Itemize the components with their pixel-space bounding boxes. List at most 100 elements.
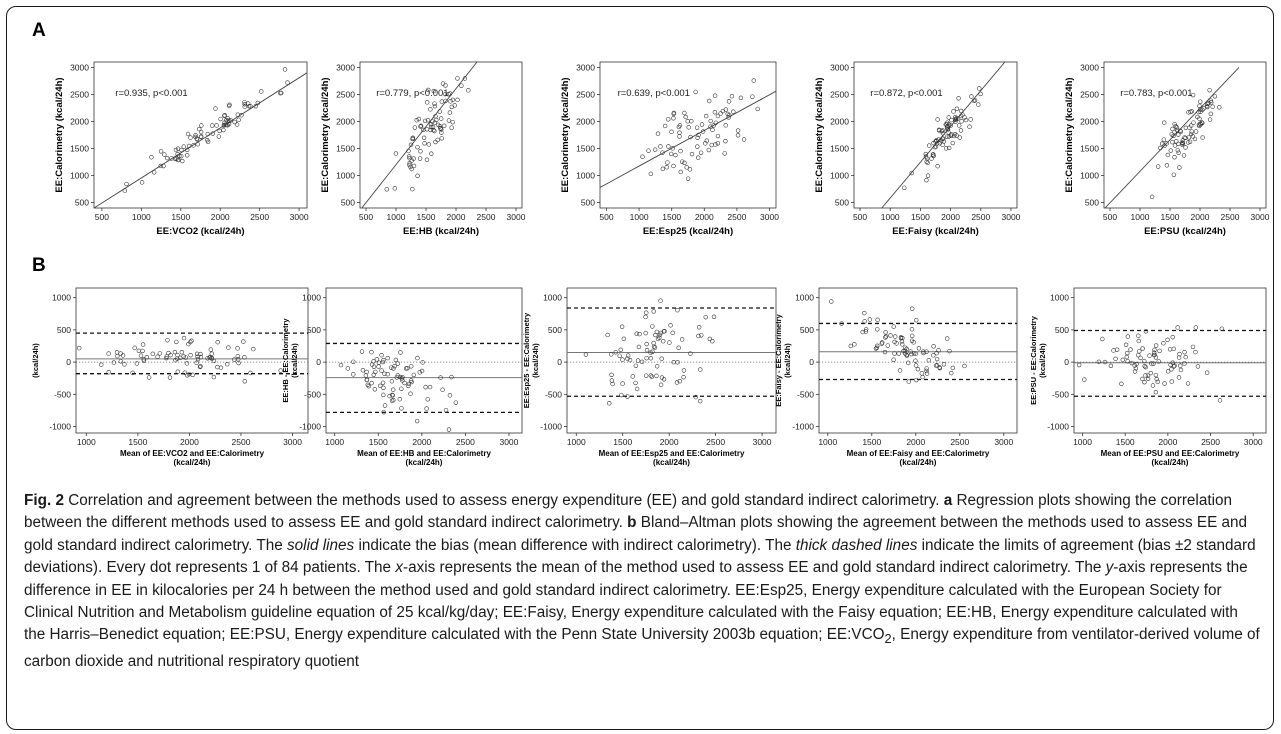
data-point — [654, 364, 660, 369]
data-point — [711, 123, 716, 128]
data-point — [242, 379, 247, 384]
data-point — [188, 339, 193, 345]
data-point — [652, 345, 658, 350]
data-point — [718, 111, 723, 116]
plot-area — [599, 61, 777, 209]
data-point — [416, 116, 422, 122]
data-point — [1155, 379, 1160, 385]
data-point — [1193, 325, 1199, 330]
data-point — [427, 384, 433, 390]
data-point — [710, 338, 715, 344]
data-point — [648, 171, 654, 177]
data-point — [1180, 140, 1185, 145]
data-point — [951, 109, 956, 114]
data-point — [1155, 164, 1161, 169]
data-point — [883, 330, 888, 335]
data-point — [931, 152, 936, 157]
data-point — [967, 124, 972, 129]
data-point — [751, 78, 756, 83]
data-point — [179, 153, 184, 159]
data-point — [1174, 139, 1179, 144]
data-point — [633, 363, 639, 368]
x-tick-label: 1500 — [369, 437, 388, 447]
data-point — [946, 134, 952, 139]
data-point — [447, 393, 453, 398]
data-point — [255, 100, 261, 106]
data-point — [953, 117, 959, 122]
data-point — [1102, 359, 1108, 365]
data-point — [150, 351, 155, 357]
y-tick-label: 2000 — [830, 116, 849, 126]
y-tick-label: 2500 — [1080, 89, 1099, 99]
y-tick-label: 500 — [307, 325, 321, 335]
x-tick-label: 500 — [853, 212, 867, 222]
data-point — [438, 126, 443, 131]
data-point — [652, 147, 658, 152]
data-point — [924, 371, 930, 376]
y-tick-label: 1500 — [830, 144, 849, 154]
data-point — [913, 363, 919, 368]
data-point — [1204, 370, 1210, 375]
x-tick-label: 2000 — [941, 212, 960, 222]
data-point — [1153, 343, 1159, 348]
data-point — [709, 142, 714, 148]
y-tick-label: -500 — [54, 389, 71, 399]
data-point — [259, 89, 264, 94]
data-point — [430, 124, 436, 130]
data-point — [923, 151, 928, 157]
data-point — [380, 380, 386, 385]
data-point — [1206, 101, 1211, 106]
data-point — [120, 353, 126, 358]
data-point — [179, 349, 185, 355]
caption-dashed-lines: thick dashed lines — [795, 536, 918, 554]
data-point — [205, 356, 210, 361]
data-point — [424, 157, 430, 162]
data-point — [894, 341, 899, 346]
y-axis-label-unit: (kcal/24h) — [783, 343, 792, 378]
y-tick-label: 1000 — [1050, 293, 1069, 303]
data-point — [118, 351, 123, 356]
data-point — [242, 104, 247, 109]
data-point — [1176, 355, 1182, 360]
data-point — [164, 356, 169, 361]
data-point — [951, 133, 957, 139]
x-tick-label: 3000 — [499, 437, 518, 447]
data-point — [1176, 150, 1181, 155]
data-point — [659, 375, 665, 380]
data-point — [106, 370, 111, 375]
data-point — [927, 143, 932, 148]
data-point — [236, 360, 241, 366]
data-point — [392, 186, 398, 191]
x-tick-label: 1500 — [1161, 212, 1180, 222]
data-point — [949, 133, 954, 138]
data-point — [1193, 129, 1199, 134]
data-point — [852, 342, 857, 347]
data-point — [715, 133, 721, 139]
data-point — [132, 345, 137, 351]
data-point — [957, 123, 962, 128]
data-point — [369, 380, 374, 386]
y-tick-label: 1000 — [830, 171, 849, 181]
data-point — [888, 333, 893, 338]
data-point — [122, 188, 128, 193]
y-axis-label-unit: (kcal/24h) — [290, 343, 299, 378]
data-point — [925, 160, 930, 166]
data-point — [246, 103, 252, 109]
data-point — [106, 351, 111, 356]
data-point — [175, 369, 181, 374]
data-point — [410, 186, 415, 192]
data-point — [431, 88, 437, 94]
data-point — [681, 368, 687, 373]
data-point — [166, 350, 171, 356]
data-point — [424, 406, 429, 411]
data-point — [190, 372, 195, 378]
data-point — [677, 134, 682, 139]
plot-area — [93, 61, 308, 209]
data-point — [936, 127, 942, 133]
data-point — [387, 393, 392, 399]
data-point — [174, 356, 180, 361]
x-axis-label: Mean of EE:HB and EE:Calorimetry — [357, 449, 491, 458]
data-point — [248, 370, 253, 376]
data-point — [1191, 120, 1196, 125]
data-point — [1149, 361, 1154, 366]
